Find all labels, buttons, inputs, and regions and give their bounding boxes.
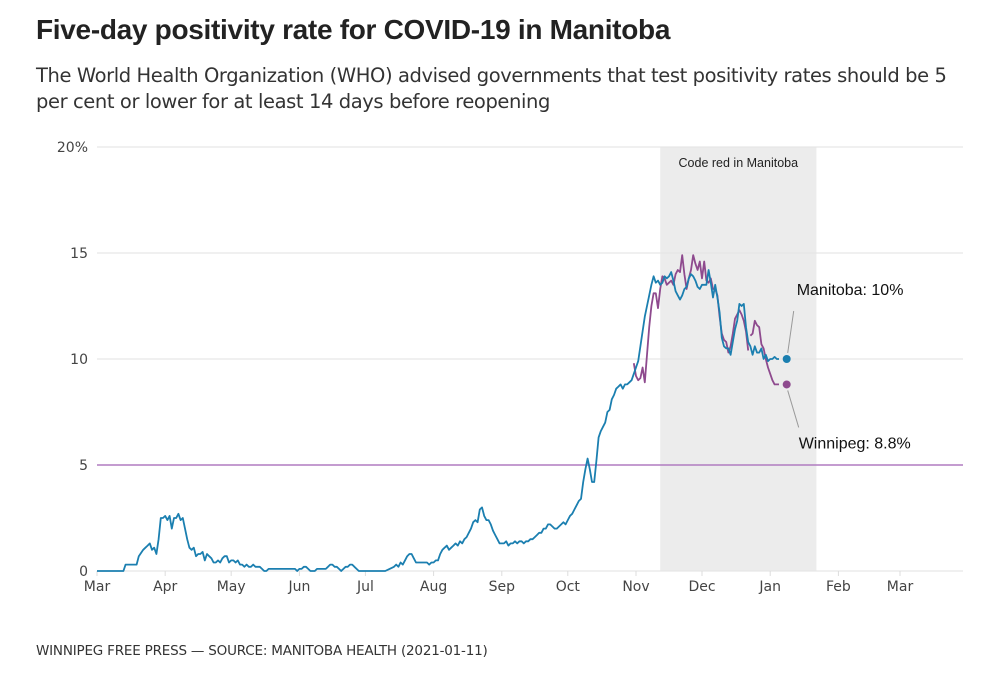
x-tick-label: Mar (84, 579, 111, 595)
x-tick-label: Nov (622, 579, 649, 595)
y-tick-label: 20% (57, 140, 88, 156)
x-tick-label: Jun (287, 579, 310, 595)
winnipeg-end-label: Winnipeg: 8.8% (799, 435, 911, 452)
x-tick-label: Oct (556, 579, 581, 595)
x-tick-label: Dec (688, 579, 715, 595)
y-tick-label: 0 (79, 564, 88, 580)
x-tick-label: Jan (758, 579, 781, 595)
x-axis: Mar Apr May Jun Jul Aug Sep Oct Nov Dec Jan Feb Mar (84, 571, 914, 595)
x-tick-label: May (217, 579, 246, 595)
manitoba-end-label: Manitoba: 10% (797, 282, 904, 299)
x-tick-label: Mar (887, 579, 914, 595)
annotations-layer: Manitoba: 10% Winnipeg: 8.8% (782, 282, 911, 452)
manitoba-line (97, 269, 779, 572)
source-credit: WINNIPEG FREE PRESS — SOURCE: MANITOBA H… (36, 643, 488, 659)
code-red-label: Code red in Manitoba (679, 156, 799, 170)
x-tick-label: Apr (153, 579, 177, 595)
x-tick-label: Feb (826, 579, 851, 595)
chart-subtitle: The World Health Organization (WHO) advi… (36, 64, 947, 113)
y-tick-label: 5 (79, 458, 88, 474)
winnipeg-line-tail (749, 319, 779, 386)
x-tick-label: Sep (489, 579, 516, 595)
chart-title: Five-day positivity rate for COVID-19 in… (36, 14, 671, 45)
x-tick-label: Jul (356, 579, 374, 595)
y-tick-label: 10 (70, 352, 88, 368)
manitoba-end-point (782, 355, 791, 363)
winnipeg-end-point (782, 380, 791, 389)
winnipeg-leader-line (787, 390, 800, 428)
series-layer (97, 254, 779, 572)
x-tick-label: Aug (420, 579, 447, 595)
y-tick-label: 15 (70, 246, 88, 262)
manitoba-leader-line (787, 310, 795, 354)
gridlines-layer: 0 5 10 15 20% (57, 140, 963, 580)
